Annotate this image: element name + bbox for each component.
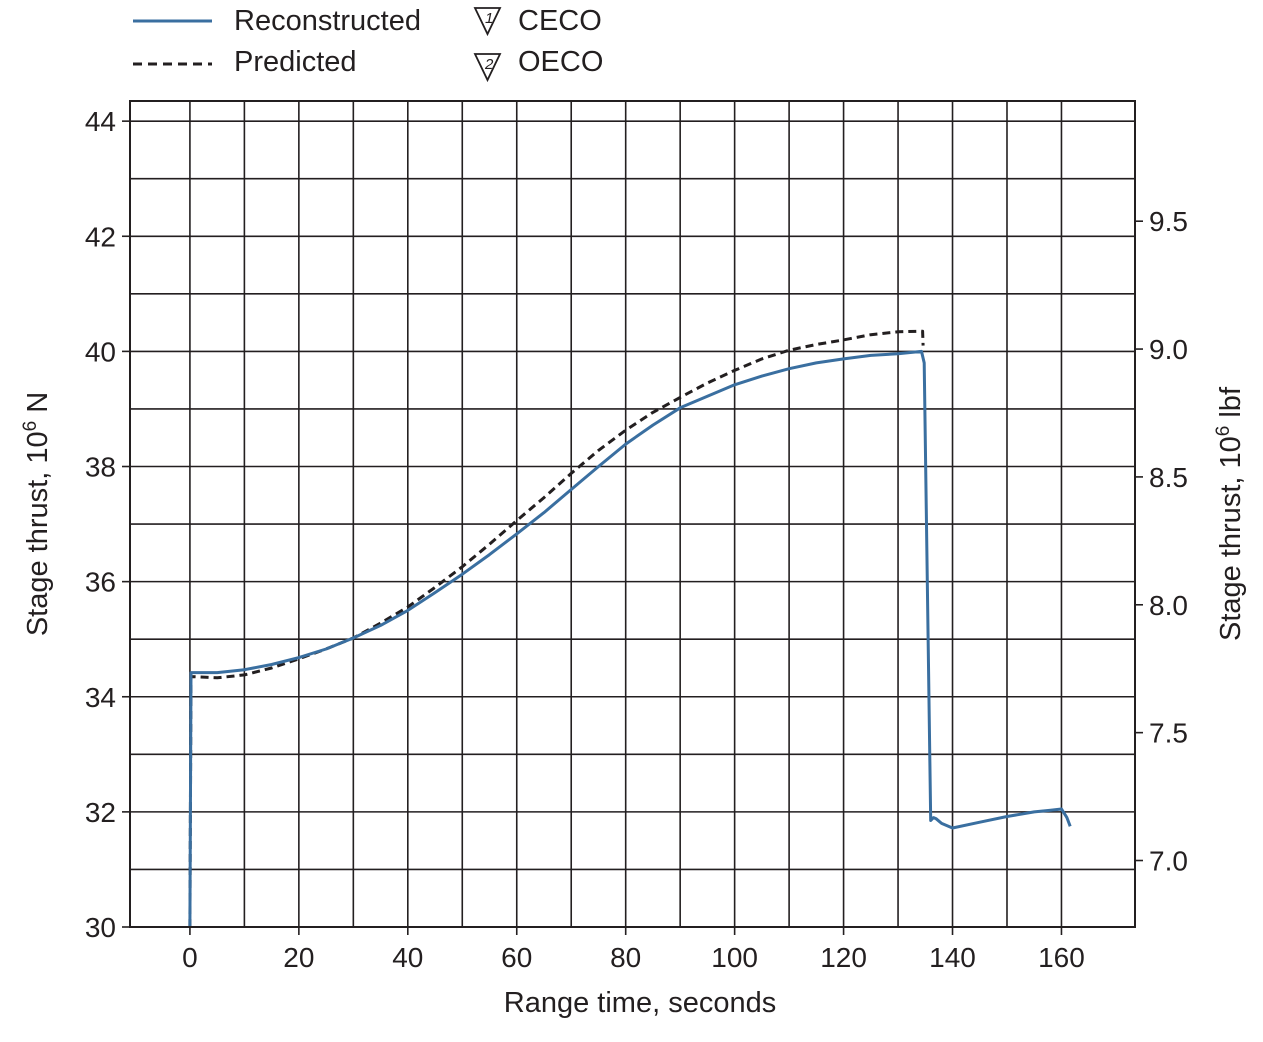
y-left-tick-label: 44	[85, 106, 116, 137]
x-tick-label: 160	[1038, 942, 1085, 973]
series-line-predicted	[188, 329, 925, 928]
x-tick-label: 20	[283, 942, 314, 973]
x-tick-label: 100	[711, 942, 758, 973]
y-left-tick-label: 36	[85, 567, 116, 598]
x-tick-label: 80	[610, 942, 641, 973]
series-layer	[188, 329, 1072, 928]
y-right-tick-label: 9.0	[1149, 334, 1188, 365]
y-right-tick-label: 8.5	[1149, 462, 1188, 493]
y-axis-left-ticks: 30 32 34 36 38 40 42 44	[85, 106, 130, 943]
x-tick-label: 0	[182, 942, 198, 973]
y-axis-left-label-text: Stage thrust, 10	[22, 431, 54, 636]
series-line-reconstructed	[188, 349, 1072, 928]
legend-marker-1-number: 1	[485, 10, 493, 27]
x-axis-label: Range time, seconds	[504, 987, 776, 1019]
y-axis-right-ticks: 7.0 7.5 8.0 8.5 9.0 9.5	[1135, 206, 1188, 877]
y-left-tick-label: 30	[85, 912, 116, 943]
y-right-tick-label: 7.0	[1149, 846, 1188, 877]
x-tick-label: 120	[820, 942, 867, 973]
legend-ceco-label: CECO	[518, 5, 602, 37]
y-axis-right-label: Stage thrust, 106 lbf	[1213, 386, 1247, 641]
x-tick-label: 40	[392, 942, 423, 973]
plot-frame	[129, 100, 1136, 928]
y-left-tick-label: 32	[85, 797, 116, 828]
x-tick-label: 140	[929, 942, 976, 973]
y-left-tick-label: 38	[85, 452, 116, 483]
y-right-tick-label: 8.0	[1149, 590, 1188, 621]
legend-predicted-label: Predicted	[234, 46, 357, 78]
x-axis-ticks: 0 20 40 60 80 100 120 140 160	[182, 927, 1085, 973]
y-axis-right-label-unit: lbf	[1215, 386, 1247, 426]
legend-marker-1: 1	[473, 7, 502, 37]
y-left-tick-label: 42	[85, 221, 116, 252]
y-right-tick-label: 9.5	[1149, 206, 1188, 237]
plot-area	[129, 100, 1136, 928]
y-axis-left-label: Stage thrust, 106 N	[20, 392, 54, 636]
legend-oeco-label: OECO	[518, 46, 603, 78]
x-tick-label: 60	[501, 942, 532, 973]
y-axis-left-label-sup: 6	[20, 421, 41, 432]
triangle-marker-icon	[473, 7, 502, 37]
legend-marker-2-number: 2	[484, 56, 494, 73]
y-axis-left-label-unit: N	[22, 392, 54, 421]
legend-marker-2: 2	[473, 53, 502, 83]
legend: Reconstructed Predicted 1 CECO 2 OECO	[133, 5, 603, 83]
triangle-marker-icon	[473, 53, 502, 83]
grid-lines	[130, 101, 1135, 928]
legend-reconstructed-label: Reconstructed	[234, 5, 421, 37]
y-axis-right-label-sup: 6	[1213, 426, 1234, 437]
y-right-tick-label: 7.5	[1149, 718, 1188, 749]
y-axis-right-label-text: Stage thrust, 10	[1215, 436, 1247, 641]
y-left-tick-label: 40	[85, 336, 116, 367]
y-left-tick-label: 34	[85, 682, 116, 713]
